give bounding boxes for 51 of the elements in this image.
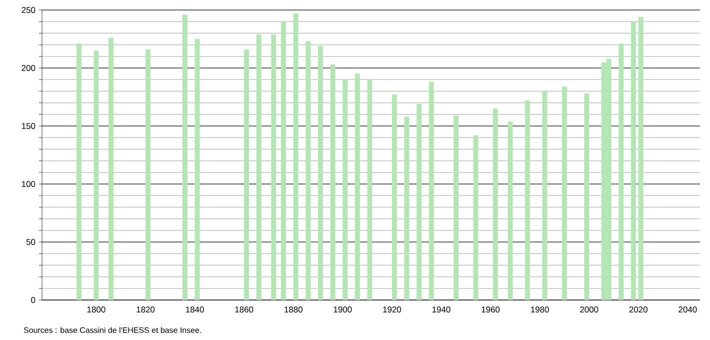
bar (94, 50, 99, 300)
x-tick-label: 1980 (531, 306, 549, 313)
x-tick-label: 1840 (186, 306, 204, 313)
bar (146, 49, 150, 300)
bar (194, 39, 200, 300)
y-tick-label: 150 (22, 123, 36, 129)
bar (76, 44, 82, 300)
x-tick-label: 2020 (629, 306, 648, 313)
x-tick-label: 1800 (87, 306, 106, 313)
bar (638, 16, 644, 300)
bar (342, 80, 348, 300)
bar (318, 46, 323, 300)
x-tick-label: 1900 (334, 306, 352, 313)
bar (293, 13, 298, 300)
bar (454, 116, 458, 300)
bar (428, 82, 434, 300)
bar (584, 94, 590, 300)
bar (354, 74, 360, 300)
y-tick-label: 50 (26, 239, 36, 245)
bar (244, 49, 250, 300)
bar (542, 91, 548, 300)
bar (392, 94, 397, 300)
y-tick-label: 200 (22, 65, 36, 71)
y-tick-label: 100 (22, 181, 36, 187)
bar (367, 80, 372, 300)
bar (281, 22, 286, 300)
x-tick-label: 1820 (136, 306, 155, 313)
x-tick-label: 2040 (678, 306, 697, 313)
x-tick-label: 1860 (235, 306, 254, 313)
x-tick-label: 1880 (284, 306, 302, 313)
bar (562, 86, 567, 300)
y-tick-label: 250 (22, 7, 36, 13)
bar (182, 14, 188, 300)
bar (108, 38, 114, 300)
x-tick-label: 1960 (482, 306, 500, 313)
bar (330, 64, 336, 300)
x-tick-label: 1940 (432, 306, 450, 313)
bar (473, 135, 478, 300)
bar (508, 121, 513, 300)
x-tick-label: 2000 (580, 306, 598, 313)
bar (631, 22, 636, 300)
bar (256, 34, 262, 300)
bar (492, 108, 498, 300)
bar (618, 44, 624, 300)
y-tick-label: 0 (31, 297, 36, 303)
bar (404, 116, 410, 300)
bar (271, 34, 276, 300)
bar (525, 100, 530, 300)
bar (416, 104, 422, 300)
x-tick-label: 1920 (383, 306, 402, 313)
bar (306, 41, 311, 300)
